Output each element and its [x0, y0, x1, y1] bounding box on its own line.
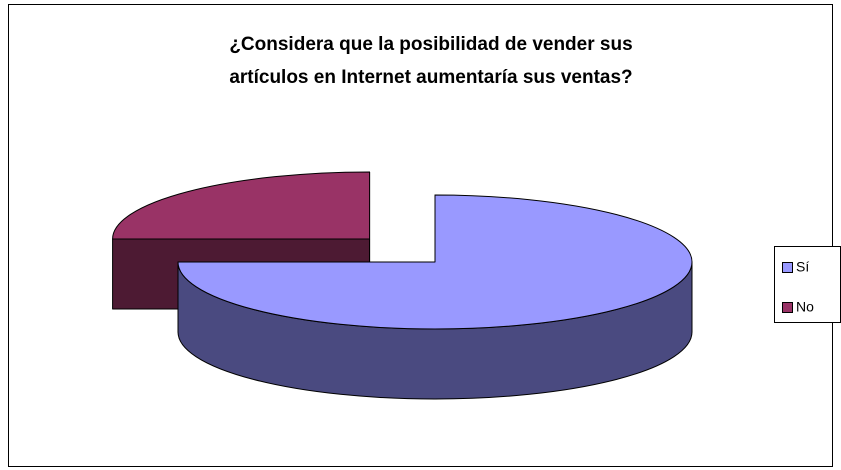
legend: Sí No: [782, 259, 814, 315]
legend-swatch: [782, 262, 793, 273]
chart-title: ¿Considera que la posibilidad de vender …: [229, 34, 632, 55]
slice: [177, 194, 693, 330]
slice: [112, 171, 371, 240]
pie: [112, 171, 693, 400]
chart-title: artículos en Internet aumentaría sus ven…: [229, 67, 632, 88]
legend-swatch: [782, 302, 793, 313]
legend-label: Sí: [796, 259, 809, 275]
legend-label: No: [796, 299, 814, 315]
